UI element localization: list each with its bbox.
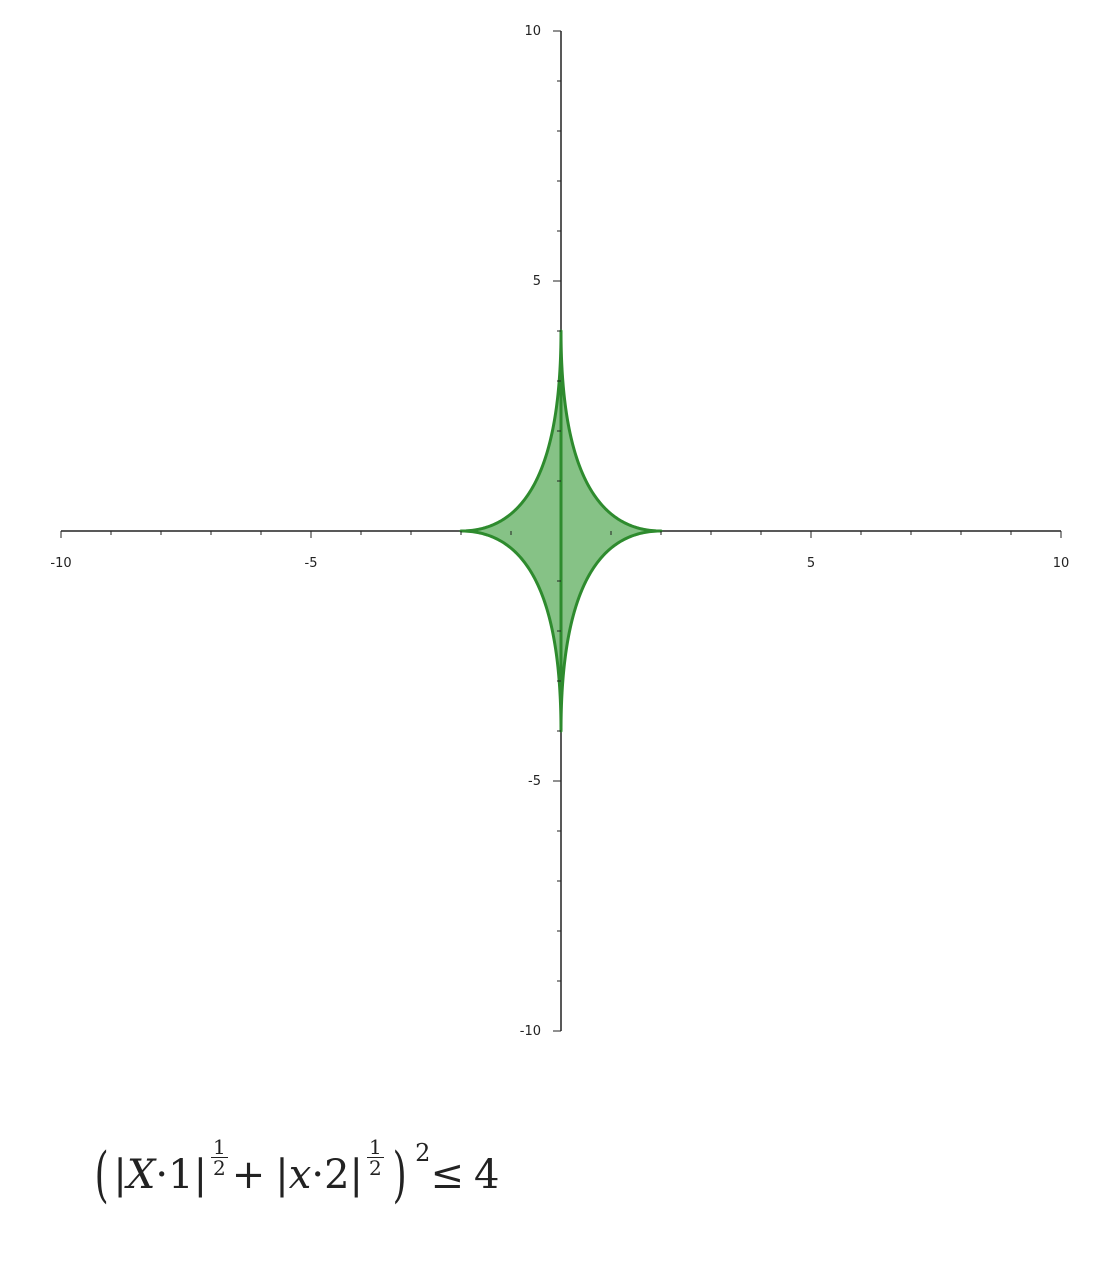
close-paren: ) [392,1140,407,1210]
formula-power: 2 [415,1139,431,1167]
abs-bar: | [113,1152,127,1198]
formula-dot-2: · [311,1152,325,1198]
exponent-fraction-1: 1 2 [211,1137,228,1178]
plotted-region [459,329,663,733]
abs-bar: | [275,1152,289,1198]
fraction-numerator: 1 [367,1134,384,1159]
chart-plot: -10 -5 5 10 10 5 -5 -10 [50,24,1069,1039]
abs-bar: | [349,1152,363,1198]
fraction-numerator: 1 [211,1134,228,1159]
inequality-formula: ( | X · 1 | 1 2 + | x · 2 | 1 2 ) 2 ≤ 4 [90,1137,500,1211]
y-tick-label: 5 [533,274,541,289]
y-tick-label: -5 [528,774,541,789]
formula-var-1: X [126,1152,156,1198]
y-tick-label: 10 [524,24,541,39]
formula-var-2: x [288,1152,312,1198]
x-tick-label: -5 [305,556,318,571]
x-tick-label: 5 [807,556,815,571]
ticks: -10 -5 5 10 10 5 -5 -10 [50,24,1069,1039]
fraction-denominator: 2 [369,1155,382,1180]
formula-dot-1: · [155,1152,169,1198]
y-tick-label: -10 [520,1024,541,1039]
abs-bar: | [193,1152,208,1198]
x-tick-label: 10 [1053,556,1070,571]
formula-leq: ≤ [430,1152,464,1198]
formula-plus: + [231,1152,266,1198]
formula-rhs: 4 [473,1152,500,1198]
fraction-denominator: 2 [213,1155,226,1180]
open-paren: ( [94,1140,109,1210]
exponent-fraction-2: 1 2 [367,1137,384,1178]
formula-coef-2: 2 [324,1152,350,1198]
x-tick-label: -10 [50,556,71,571]
formula-coef-1: 1 [168,1152,194,1198]
